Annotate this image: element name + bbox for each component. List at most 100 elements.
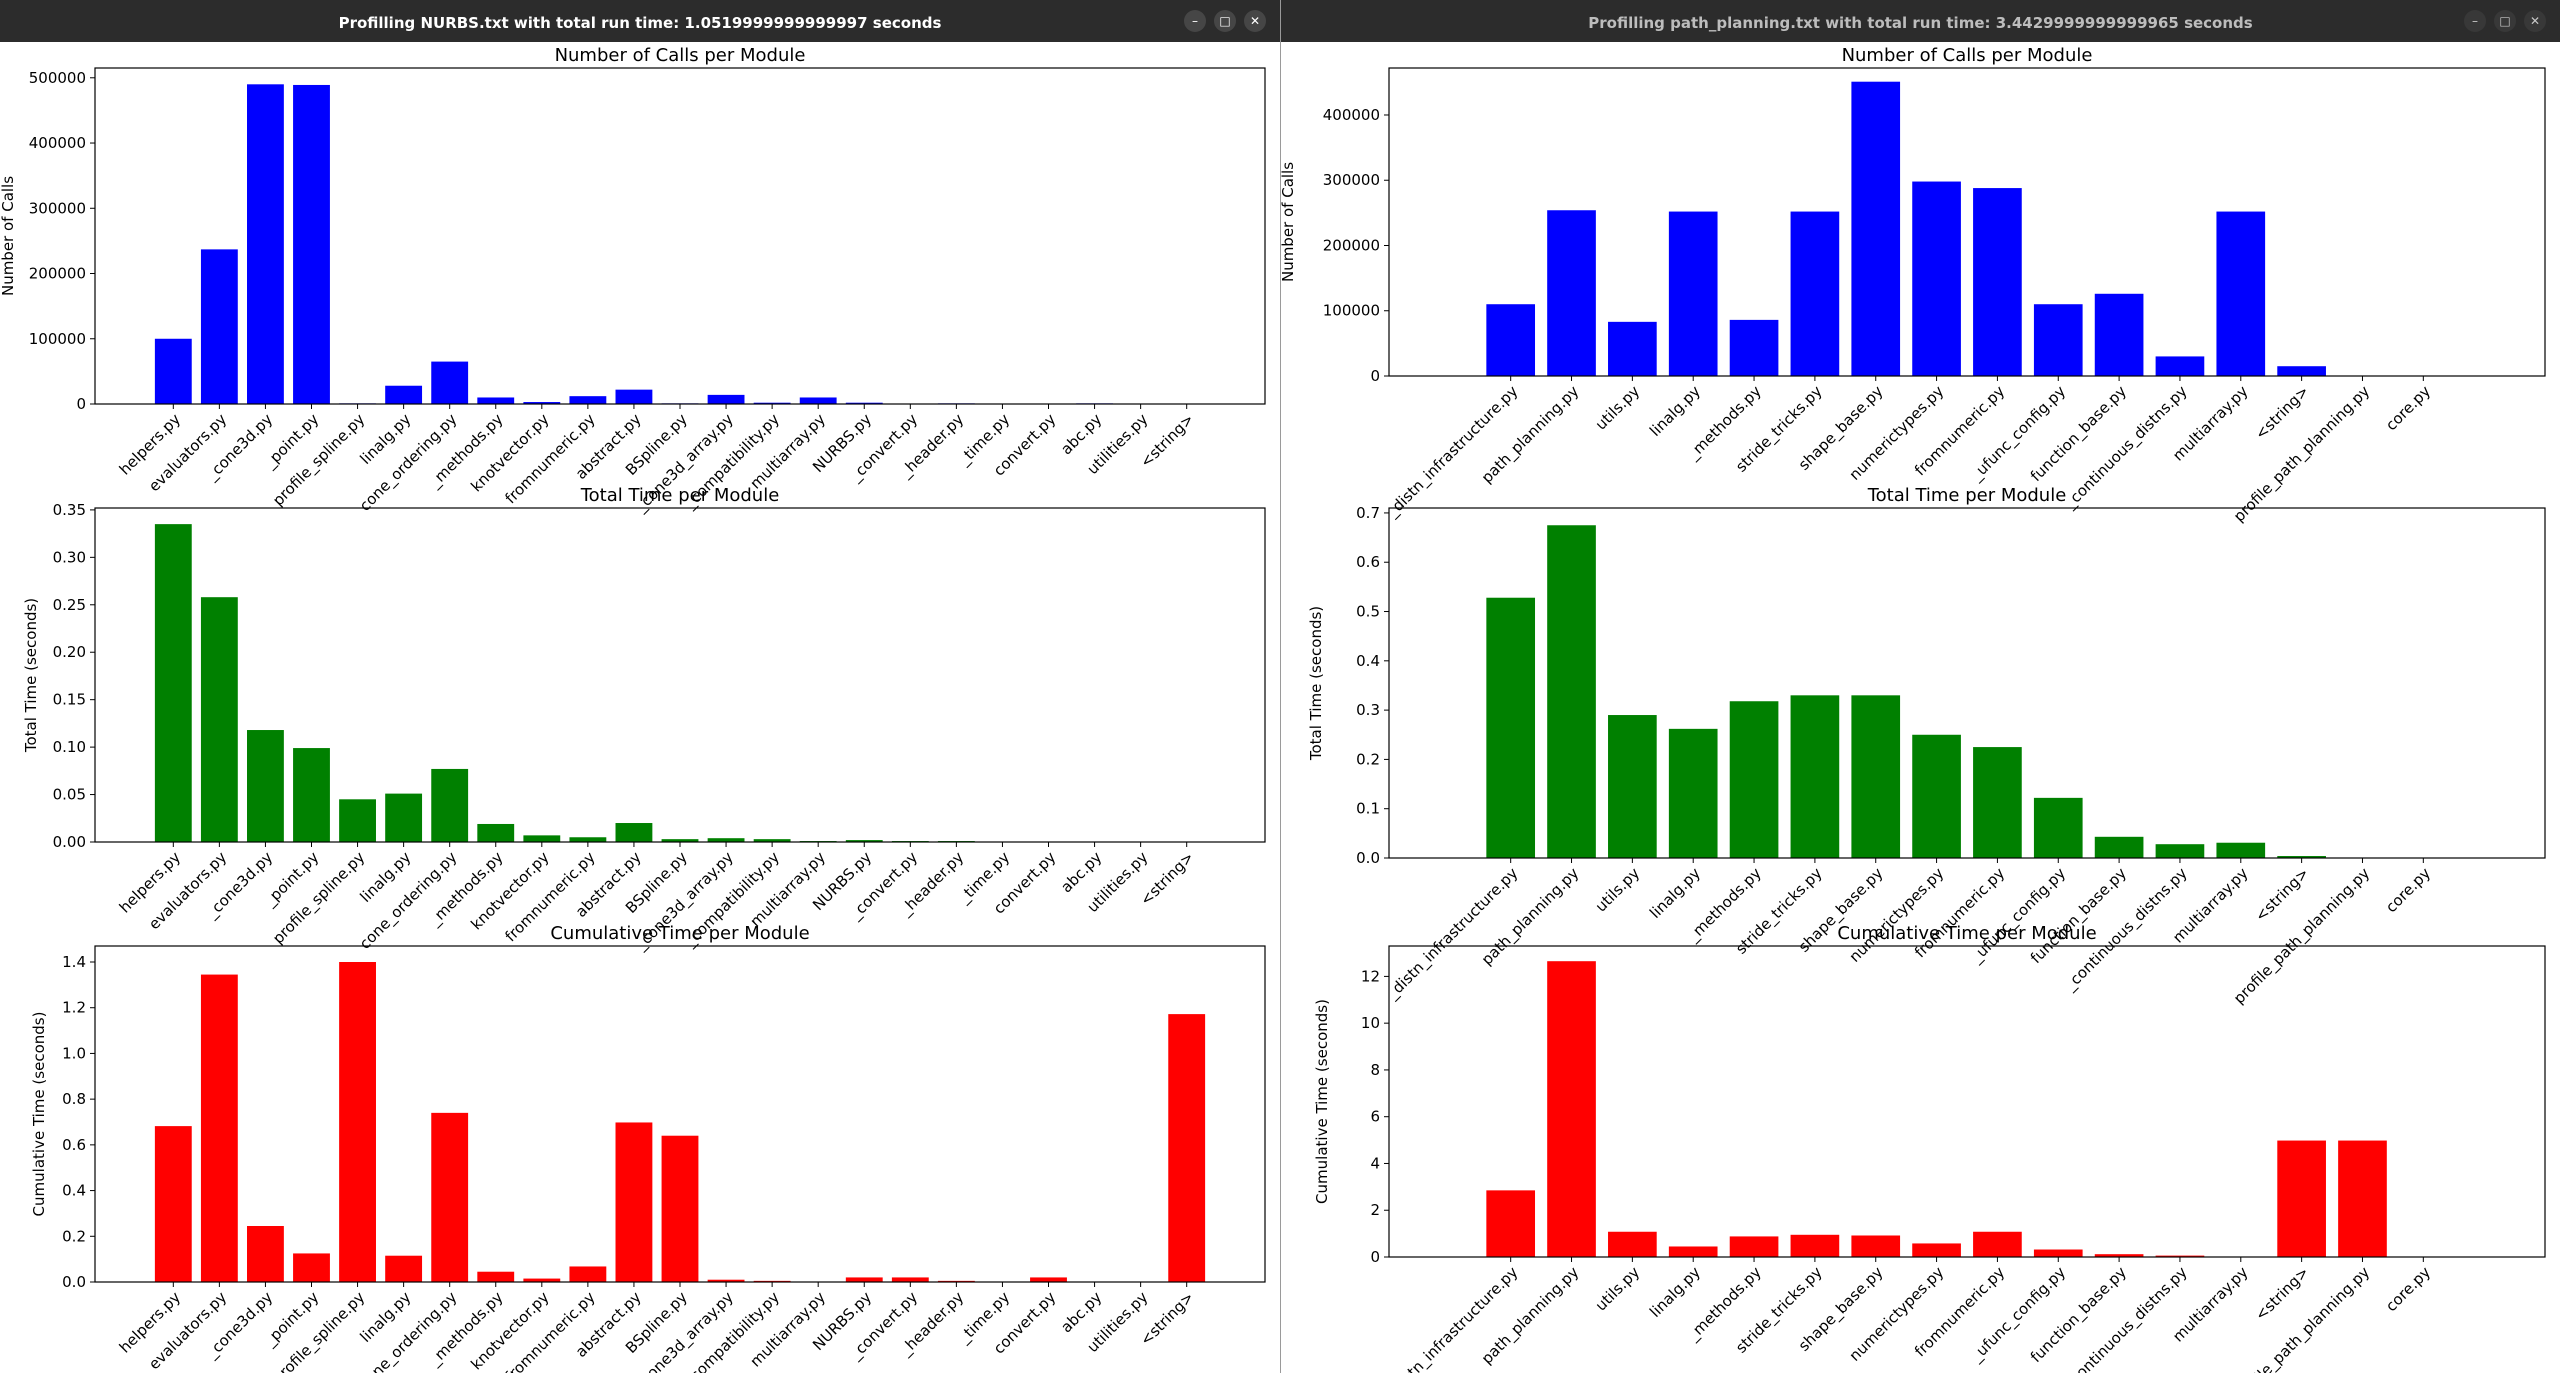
bar-evaluators-py: [200, 974, 238, 1282]
maximize-button[interactable]: □: [1214, 10, 1236, 32]
y-tick-label: 0.1: [1356, 800, 1380, 818]
y-tick-label: 1.2: [62, 999, 86, 1017]
chart-1-total-time-per-module: 0.000.050.100.150.200.250.300.35helpers.…: [22, 485, 1266, 955]
bar-methods-py: [477, 397, 515, 404]
bar-ufunc-config-py: [2033, 797, 2083, 858]
nurbs-profile-charts: 0100000200000300000400000500000helpers.p…: [0, 45, 1266, 1373]
chart-0-number-of-calls-per-module: 0100000200000300000400000500000helpers.p…: [0, 45, 1266, 517]
bar-continuous-distns-py: [2155, 844, 2205, 858]
bar-linalg-py: [1668, 1246, 1718, 1257]
bar-cone3d-array-py: [707, 838, 745, 842]
y-tick-label: 0.05: [53, 786, 86, 804]
chart-2-cumulative-time-per-module: 0.00.20.40.60.81.01.21.4helpers.pyevalua…: [30, 923, 1266, 1373]
maximize-button[interactable]: □: [2494, 10, 2516, 32]
bar-function-base-py: [2094, 836, 2144, 858]
y-axis-label: Cumulative Time (seconds): [30, 1012, 48, 1217]
bar-evaluators-py: [200, 249, 238, 404]
bar-stride-tricks-py: [1790, 1234, 1840, 1257]
y-axis-label: Cumulative Time (seconds): [1313, 999, 1331, 1204]
bar-linalg-py: [385, 385, 423, 404]
x-tick-label: <string>: [2252, 382, 2313, 443]
y-tick-label: 1.4: [62, 953, 86, 971]
x-tick-label: core.py: [2382, 382, 2434, 434]
y-tick-label: 0.10: [53, 738, 86, 756]
chart-title: Number of Calls per Module: [1842, 45, 2093, 66]
bar-cone-ordering-py: [431, 361, 469, 404]
bar-cone-ordering-py: [431, 768, 469, 842]
window-titlebar[interactable]: Profilling NURBS.txt with total run time…: [0, 0, 1280, 42]
bar-continuous-distns-py: [2155, 356, 2205, 376]
y-tick-label: 0.2: [1356, 750, 1380, 768]
bar-fromnumeric-py: [1973, 188, 2022, 376]
plot-frame: [1388, 507, 2546, 859]
bar-linalg-py: [385, 793, 423, 842]
y-tick-label: 8: [1370, 1061, 1380, 1079]
y-tick-label: 200000: [29, 265, 86, 283]
window-titlebar[interactable]: Profilling path_planning.txt with total …: [1281, 0, 2560, 42]
y-tick-label: 0.35: [53, 501, 86, 519]
y-tick-label: 400000: [1323, 106, 1380, 124]
y-axis-label: Total Time (seconds): [22, 598, 40, 753]
y-tick-label: 300000: [1323, 171, 1380, 189]
bar-fromnumeric-py: [569, 837, 607, 842]
y-tick-label: 0: [76, 395, 86, 413]
y-tick-label: 300000: [29, 199, 86, 217]
plot-frame: [1388, 67, 2546, 377]
bar-function-base-py: [2094, 293, 2144, 376]
bar-helpers-py: [154, 524, 192, 842]
minimize-button[interactable]: –: [2464, 10, 2486, 32]
bar-fromnumeric-py: [1973, 1231, 2022, 1257]
bar-convert-py: [1030, 1277, 1067, 1282]
bar-utils-py: [1608, 1231, 1657, 1257]
bar-utils-py: [1608, 321, 1657, 376]
y-tick-label: 0.4: [62, 1182, 86, 1200]
x-tick-label: utils.py: [1592, 864, 1643, 915]
bar-knotvector-py: [523, 402, 561, 404]
bar-profile-spline-py: [339, 962, 376, 1282]
chart-5-cumulative-time-per-module: 024681012_distn_infrastructure.pypath_pl…: [1313, 923, 2546, 1373]
y-tick-label: 100000: [1323, 302, 1380, 320]
bar-abstract-py: [615, 389, 653, 404]
x-tick-label: <string>: [2252, 1263, 2313, 1324]
bar-stride-tricks-py: [1790, 211, 1840, 376]
chart-3-number-of-calls-per-module: 0100000200000300000400000_distn_infrastr…: [1281, 45, 2546, 526]
bar-multiarray-py: [2216, 842, 2266, 858]
y-axis-label: Total Time (seconds): [1307, 606, 1325, 761]
x-tick-label: core.py: [2382, 1263, 2434, 1315]
y-tick-label: 4: [1370, 1154, 1380, 1172]
bar-cone-ordering-py: [431, 1112, 469, 1282]
bar-cone3d-array-py: [707, 1279, 745, 1282]
y-axis-label: Number of Calls: [1281, 162, 1297, 282]
y-tick-label: 0.3: [1356, 701, 1380, 719]
chart-title: Total Time per Module: [580, 485, 780, 506]
bar-multiarray-py: [799, 397, 837, 404]
y-tick-label: 0.20: [53, 643, 86, 661]
y-axis-label: Number of Calls: [0, 176, 17, 296]
close-button[interactable]: ✕: [1244, 10, 1266, 32]
chart-title: Total Time per Module: [1867, 485, 2067, 506]
y-tick-label: 500000: [29, 69, 86, 87]
window-divider: [1280, 0, 1281, 1373]
bar-compatibility-py: [753, 839, 791, 842]
bar-methods-py: [1729, 319, 1779, 376]
y-tick-label: 0.2: [62, 1227, 86, 1245]
x-tick-label: utils.py: [1592, 1263, 1643, 1314]
bar-string: [1168, 1014, 1206, 1282]
chart-title: Cumulative Time per Module: [1837, 923, 2096, 944]
minimize-button[interactable]: –: [1184, 10, 1206, 32]
bar-nurbs-py: [845, 1277, 883, 1282]
bar-cone3d-array-py: [707, 394, 745, 404]
x-tick-label: _continuous_distns.py: [2060, 382, 2191, 513]
bar-methods-py: [477, 1271, 515, 1282]
bar-compatibility-py: [753, 402, 791, 404]
bar-path-planning-py: [1547, 210, 1596, 376]
bar-knotvector-py: [523, 835, 561, 842]
bar-cone3d-py: [247, 730, 284, 842]
close-button[interactable]: ✕: [2524, 10, 2546, 32]
y-tick-label: 6: [1370, 1108, 1380, 1126]
bar-methods-py: [1729, 701, 1779, 858]
bar-ufunc-config-py: [2033, 1249, 2083, 1257]
y-tick-label: 0.6: [62, 1136, 86, 1154]
bar-bspline-py: [661, 1135, 699, 1282]
bar-string: [2277, 1140, 2326, 1257]
